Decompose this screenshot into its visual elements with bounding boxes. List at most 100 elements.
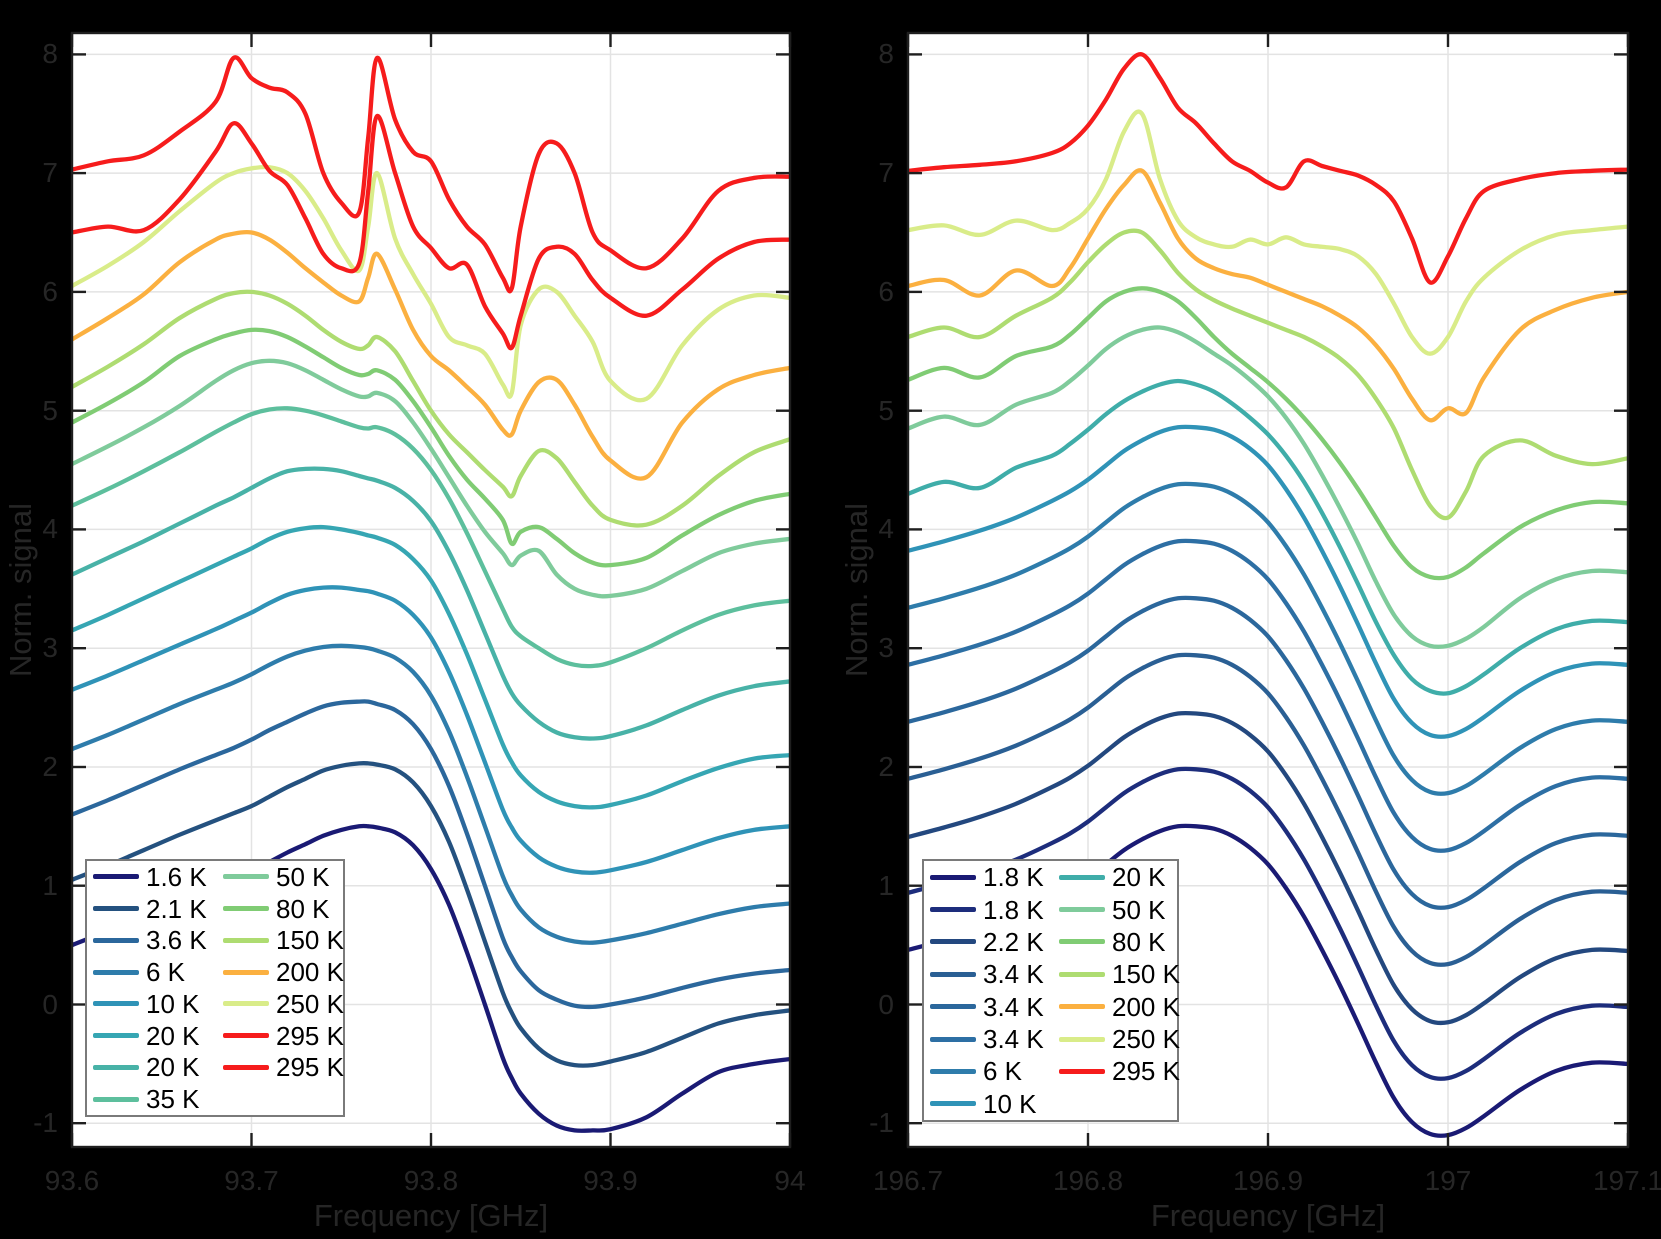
legend-item: 3.6 K [87, 925, 217, 957]
legend-label: 20 K [146, 1020, 200, 1051]
legend-item: 20 K [87, 1020, 217, 1052]
legend-item: 80 K [217, 893, 344, 925]
legend-item: 250 K [217, 988, 344, 1020]
curve-6k-6 [908, 481, 1628, 796]
curve-20k-5 [72, 524, 790, 810]
curve-10k-4 [72, 585, 790, 875]
legend-swatch [223, 1064, 269, 1070]
legend-swatch [930, 939, 976, 945]
legend-label: 295 K [1112, 1056, 1180, 1087]
y-tick-label: 2 [878, 751, 894, 782]
legend-item: 2.2 K [924, 926, 1053, 958]
legend-item: 10 K [87, 988, 217, 1020]
y-tick-label: 0 [42, 988, 58, 1020]
legend-label: 3.4 K [983, 959, 1044, 990]
curve-50k-9 [908, 325, 1628, 649]
curve-80k-9 [72, 327, 790, 568]
legend-swatch [223, 906, 269, 912]
curve-295k-14 [908, 52, 1628, 285]
legend-swatch [93, 1001, 139, 1007]
legend-label: 80 K [276, 893, 330, 924]
legend-label: 295 K [276, 1020, 344, 1051]
legend-label: 1.8 K [983, 894, 1044, 925]
y-tick-label: 5 [878, 394, 894, 426]
legend-label: 250 K [1112, 1024, 1180, 1055]
legend-label: 6 K [983, 1056, 1023, 1087]
legend-swatch [93, 1064, 139, 1070]
y-tick-label: 2 [42, 751, 58, 782]
legend-swatch [1059, 1004, 1105, 1010]
curve-6k-3 [72, 643, 790, 945]
legend-label: 2.1 K [146, 893, 207, 924]
legend-item: 50 K [217, 861, 344, 893]
legend-item: 50 K [1053, 893, 1180, 925]
legend-item: 6 K [87, 956, 217, 988]
curve-3.4k-5 [908, 538, 1628, 853]
legend-swatch [1059, 1068, 1105, 1074]
legend-swatch [93, 937, 139, 943]
legend-item: 1.6 K [87, 861, 217, 893]
curve-2.2k-2 [908, 710, 1628, 1026]
legend-label: 6 K [146, 957, 186, 988]
legend-swatch [223, 1001, 269, 1007]
legend-label: 80 K [1112, 926, 1166, 957]
legend-item: 2.1 K [87, 893, 217, 925]
y-tick-label: 3 [878, 632, 894, 664]
legend-swatch [223, 937, 269, 943]
legend-item: 3.4 K [924, 958, 1053, 990]
y-tick-label: 1 [42, 869, 58, 901]
y-tick-label: 7 [878, 157, 894, 189]
legend-label: 10 K [146, 988, 200, 1019]
curve-1.8k-1 [908, 766, 1628, 1081]
legend-swatch [223, 874, 269, 880]
x-tick-label: 93.8 [403, 1165, 459, 1196]
curve-295k-14 [72, 55, 790, 294]
curve-200k-12 [908, 168, 1628, 423]
legend-swatch [930, 907, 976, 913]
legend-label: 200 K [276, 957, 344, 988]
x-tick-label: 93.6 [44, 1165, 100, 1196]
x-tick-label: 93.9 [583, 1165, 638, 1196]
legend-item: 35 K [87, 1083, 217, 1115]
legend-label: 250 K [276, 988, 344, 1019]
legend-swatch [930, 1036, 976, 1042]
curve-35k-7 [72, 406, 790, 669]
legend-swatch [93, 906, 139, 912]
curves-panel-1 [908, 52, 1628, 1138]
curve-80k-10 [908, 286, 1628, 581]
legend-item: 295 K [217, 1020, 344, 1052]
legend-item: 3.4 K [924, 991, 1053, 1023]
legend-item: 150 K [1053, 958, 1180, 990]
legend-item: 20 K [87, 1052, 217, 1084]
legend-swatch [223, 969, 269, 975]
legend-swatch [1059, 874, 1105, 880]
x-tick-label: 196.8 [1052, 1165, 1124, 1196]
legend-label: 150 K [276, 925, 344, 956]
x-axis-label-right: Frequency [GHz] [1150, 1198, 1386, 1233]
legend-label: 20 K [146, 1052, 200, 1083]
y-tick-label: 1 [878, 869, 894, 901]
x-tick-label: 196.7 [872, 1165, 944, 1196]
y-tick-label: 7 [42, 157, 58, 189]
x-tick-label: 93.7 [224, 1165, 279, 1196]
curve-20k-8 [908, 378, 1628, 696]
y-tick-label: 4 [878, 513, 894, 545]
y-tick-label: 4 [42, 513, 58, 545]
legend-swatch [930, 971, 976, 977]
curve-50k-8 [72, 358, 790, 599]
curve-200k-11 [72, 229, 790, 481]
legend-swatch [93, 874, 139, 880]
curve-150k-11 [908, 228, 1628, 521]
legend-item: 200 K [217, 956, 344, 988]
legend-swatch [223, 1033, 269, 1039]
curve-3.4k-3 [908, 652, 1628, 967]
legend-swatch [930, 1101, 976, 1107]
curve-10k-7 [908, 424, 1628, 739]
legend-item: 250 K [1053, 1023, 1180, 1055]
legend-label: 3.6 K [146, 925, 207, 956]
y-tick-label: -1 [869, 1107, 894, 1139]
legend-item: 80 K [1053, 926, 1180, 958]
curve-250k-12 [72, 164, 790, 403]
legend-swatch [1059, 939, 1105, 945]
